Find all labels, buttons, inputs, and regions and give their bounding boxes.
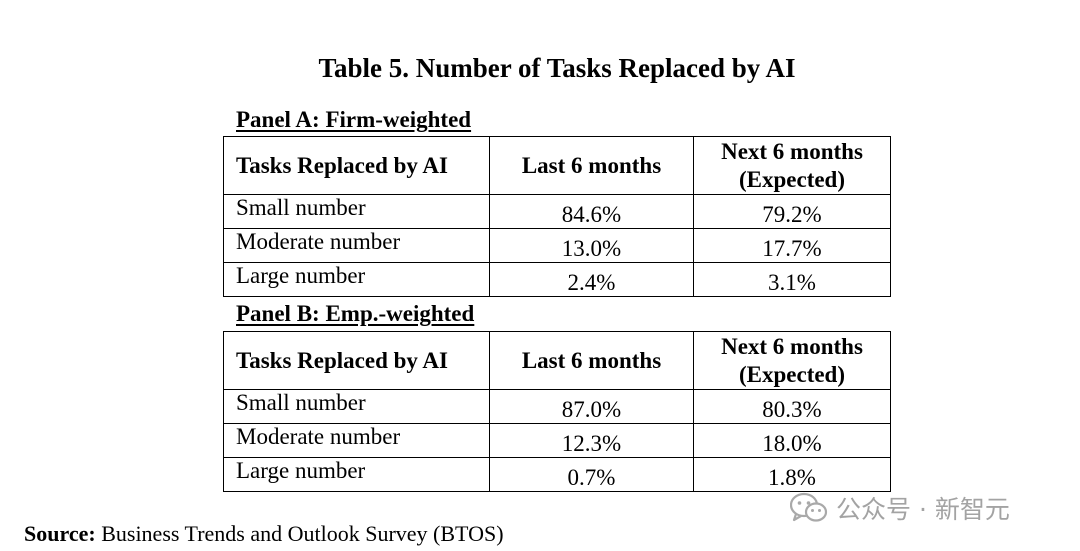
panel-b-table: Tasks Replaced by AI Last 6 months Next … bbox=[223, 331, 891, 492]
next-6-months-value: 3.1% bbox=[693, 262, 891, 297]
table-row: Large number 0.7% 1.8% bbox=[223, 457, 891, 492]
panel-b-title: Panel B: Emp.-weighted bbox=[236, 301, 475, 326]
column-header-last-6-months: Last 6 months bbox=[489, 136, 694, 195]
column-header-next-6-months: Next 6 months (Expected) bbox=[693, 331, 891, 390]
row-label: Large number bbox=[223, 457, 490, 492]
column-header-tasks: Tasks Replaced by AI bbox=[223, 136, 490, 195]
source-note: Source: Business Trends and Outlook Surv… bbox=[24, 520, 504, 548]
column-header-next-6-months: Next 6 months (Expected) bbox=[693, 136, 891, 195]
wechat-icon bbox=[790, 492, 828, 522]
next-6-months-value: 1.8% bbox=[693, 457, 891, 492]
row-label: Moderate number bbox=[223, 228, 490, 263]
source-label: Source: bbox=[24, 521, 96, 546]
source-text: Business Trends and Outlook Survey (BTOS… bbox=[95, 521, 504, 546]
row-label: Small number bbox=[223, 194, 490, 229]
last-6-months-value: 0.7% bbox=[489, 457, 694, 492]
panel-a-title: Panel A: Firm-weighted bbox=[236, 107, 472, 132]
table-row: Moderate number 12.3% 18.0% bbox=[223, 423, 891, 458]
row-label: Small number bbox=[223, 389, 490, 424]
watermark: 公众号 · 新智元 bbox=[790, 490, 1010, 526]
next-6-months-value: 17.7% bbox=[693, 228, 891, 263]
column-header-last-6-months: Last 6 months bbox=[489, 331, 694, 390]
last-6-months-value: 12.3% bbox=[489, 423, 694, 458]
column-header-next-line2: (Expected) bbox=[738, 166, 846, 192]
last-6-months-value: 87.0% bbox=[489, 389, 694, 424]
row-label: Large number bbox=[223, 262, 490, 297]
last-6-months-value: 13.0% bbox=[489, 228, 694, 263]
table-row: Small number 87.0% 80.3% bbox=[223, 389, 891, 424]
table-title: Table 5. Number of Tasks Replaced by AI bbox=[318, 53, 796, 83]
last-6-months-value: 84.6% bbox=[489, 194, 694, 229]
panel-a-table: Tasks Replaced by AI Last 6 months Next … bbox=[223, 136, 891, 297]
table-row: Large number 2.4% 3.1% bbox=[223, 262, 891, 297]
table-row: Small number 84.6% 79.2% bbox=[223, 194, 891, 229]
column-header-next-line1: Next 6 months bbox=[721, 333, 863, 359]
table-row: Moderate number 13.0% 17.7% bbox=[223, 228, 891, 263]
table-header-row: Tasks Replaced by AI Last 6 months Next … bbox=[223, 331, 891, 390]
watermark-text: 公众号 · 新智元 bbox=[836, 495, 1010, 524]
next-6-months-value: 79.2% bbox=[693, 194, 891, 229]
column-header-next-line1: Next 6 months bbox=[721, 138, 863, 164]
table-header-row: Tasks Replaced by AI Last 6 months Next … bbox=[223, 136, 891, 195]
column-header-tasks: Tasks Replaced by AI bbox=[223, 331, 490, 390]
next-6-months-value: 18.0% bbox=[693, 423, 891, 458]
next-6-months-value: 80.3% bbox=[693, 389, 891, 424]
column-header-next-line2: (Expected) bbox=[738, 361, 846, 387]
last-6-months-value: 2.4% bbox=[489, 262, 694, 297]
row-label: Moderate number bbox=[223, 423, 490, 458]
